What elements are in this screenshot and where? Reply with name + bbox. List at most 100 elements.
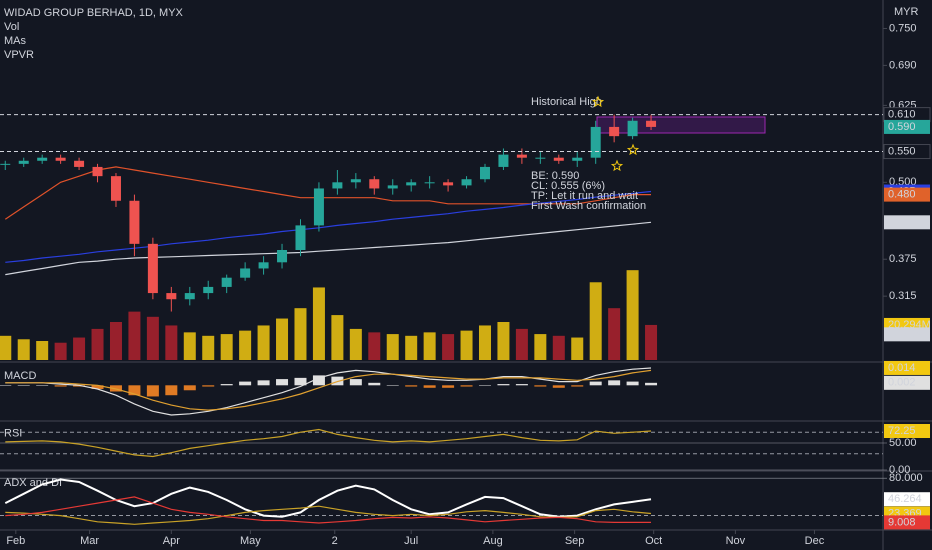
axis-value-box — [884, 492, 930, 507]
x-tick-label: Aug — [483, 535, 503, 547]
moving-average — [5, 221, 652, 276]
pane-title: Vol — [4, 21, 19, 33]
axis-value-box — [884, 424, 930, 439]
candle-body — [627, 120, 638, 137]
y-tick-label: 0.00 — [889, 464, 910, 476]
volume-bar — [460, 330, 473, 360]
volume-bar — [331, 315, 344, 360]
candle-body — [369, 179, 380, 189]
volume-bar — [73, 337, 86, 360]
axis-value-label: 0.480 — [888, 189, 916, 201]
macd-histogram — [626, 381, 639, 386]
volume-bar — [534, 334, 547, 360]
pane-title: ADX and DI — [4, 477, 62, 489]
macd-histogram — [146, 385, 159, 397]
candle-body — [553, 157, 564, 161]
x-tick-label: Feb — [6, 535, 25, 547]
candle-body — [572, 157, 583, 161]
macd-histogram — [91, 385, 104, 390]
y-tick-label: 0.690 — [889, 59, 917, 71]
annotation: BE: 0.590 — [531, 170, 579, 182]
volume-bar — [497, 322, 510, 360]
indicator-name: VPVR — [4, 49, 34, 61]
candle-body — [203, 286, 214, 294]
candle-body — [110, 176, 121, 201]
x-tick-label: Jul — [404, 535, 418, 547]
candle-body — [479, 166, 490, 180]
candle-body — [461, 179, 472, 186]
annotation: TP: Let it run and wait — [531, 190, 638, 202]
macd-histogram — [423, 385, 436, 388]
macd-histogram — [54, 385, 67, 387]
y-tick-label: 80.000 — [889, 472, 923, 484]
macd-histogram — [608, 380, 621, 386]
macd-histogram — [405, 385, 418, 387]
moving-average — [5, 190, 652, 263]
indicator-line — [5, 496, 651, 524]
volume-bar — [608, 308, 621, 360]
axis-value-label: 0.002 — [888, 377, 916, 389]
volume-bar — [423, 332, 436, 360]
zone-box — [596, 116, 766, 134]
macd-histogram — [497, 384, 510, 386]
macd-histogram — [0, 385, 12, 386]
candle-body — [646, 120, 657, 127]
volume-bar — [109, 322, 122, 360]
macd-histogram — [478, 385, 491, 386]
x-tick-label: Oct — [645, 535, 662, 547]
macd-histogram — [128, 385, 141, 396]
volume-bar — [589, 282, 602, 360]
axis-value-label: 0.435 — [888, 216, 916, 228]
macd-histogram — [276, 379, 289, 386]
indicator-line — [5, 505, 652, 525]
candle-body — [74, 160, 85, 167]
volume-bar — [571, 337, 584, 360]
volume-bar — [386, 334, 399, 360]
macd-histogram — [312, 375, 325, 386]
candle-body — [18, 160, 29, 164]
macd-histogram — [349, 379, 362, 386]
moving-average — [4, 166, 651, 220]
volume-bar — [220, 334, 233, 360]
axis-value-box — [884, 187, 930, 202]
candle-body — [166, 293, 177, 300]
x-tick-label: May — [240, 535, 261, 547]
candle-body — [406, 182, 417, 186]
macd-histogram — [73, 385, 86, 387]
star-icon — [591, 95, 605, 108]
axis-value-label: 0.014 — [888, 362, 916, 374]
pane-title: RSI — [4, 427, 22, 439]
candle-body — [424, 182, 435, 184]
currency: MYR — [894, 6, 919, 18]
volume-bar — [276, 318, 289, 360]
volume-bar — [183, 332, 196, 360]
volume-bar — [515, 328, 528, 360]
y-tick-label: 0.375 — [889, 253, 917, 265]
axis-value-label: 46.264 — [888, 493, 922, 505]
volume-bar — [294, 308, 307, 360]
star-icon — [626, 143, 640, 156]
axis-value-box — [884, 327, 930, 342]
annotation: CL: 0.555 (6%) — [531, 180, 605, 192]
axis-value-box — [884, 119, 930, 134]
candle-body — [240, 268, 251, 278]
macd-histogram — [515, 384, 528, 386]
macd-histogram — [257, 380, 270, 386]
axis-value-label: 14.86M — [888, 328, 925, 340]
volume-bar — [54, 342, 67, 360]
macd-histogram — [386, 385, 399, 386]
x-tick-label: 2 — [332, 535, 338, 547]
candle-body — [332, 182, 343, 189]
axis-value-box — [883, 144, 931, 160]
candle-body — [258, 262, 269, 269]
macd-histogram — [442, 385, 455, 388]
candle-body — [184, 293, 195, 300]
volume-bar — [128, 311, 141, 360]
volume-bar — [478, 325, 491, 360]
indicator-line — [4, 478, 652, 518]
candle-body — [387, 185, 398, 189]
candle-body — [535, 157, 546, 159]
